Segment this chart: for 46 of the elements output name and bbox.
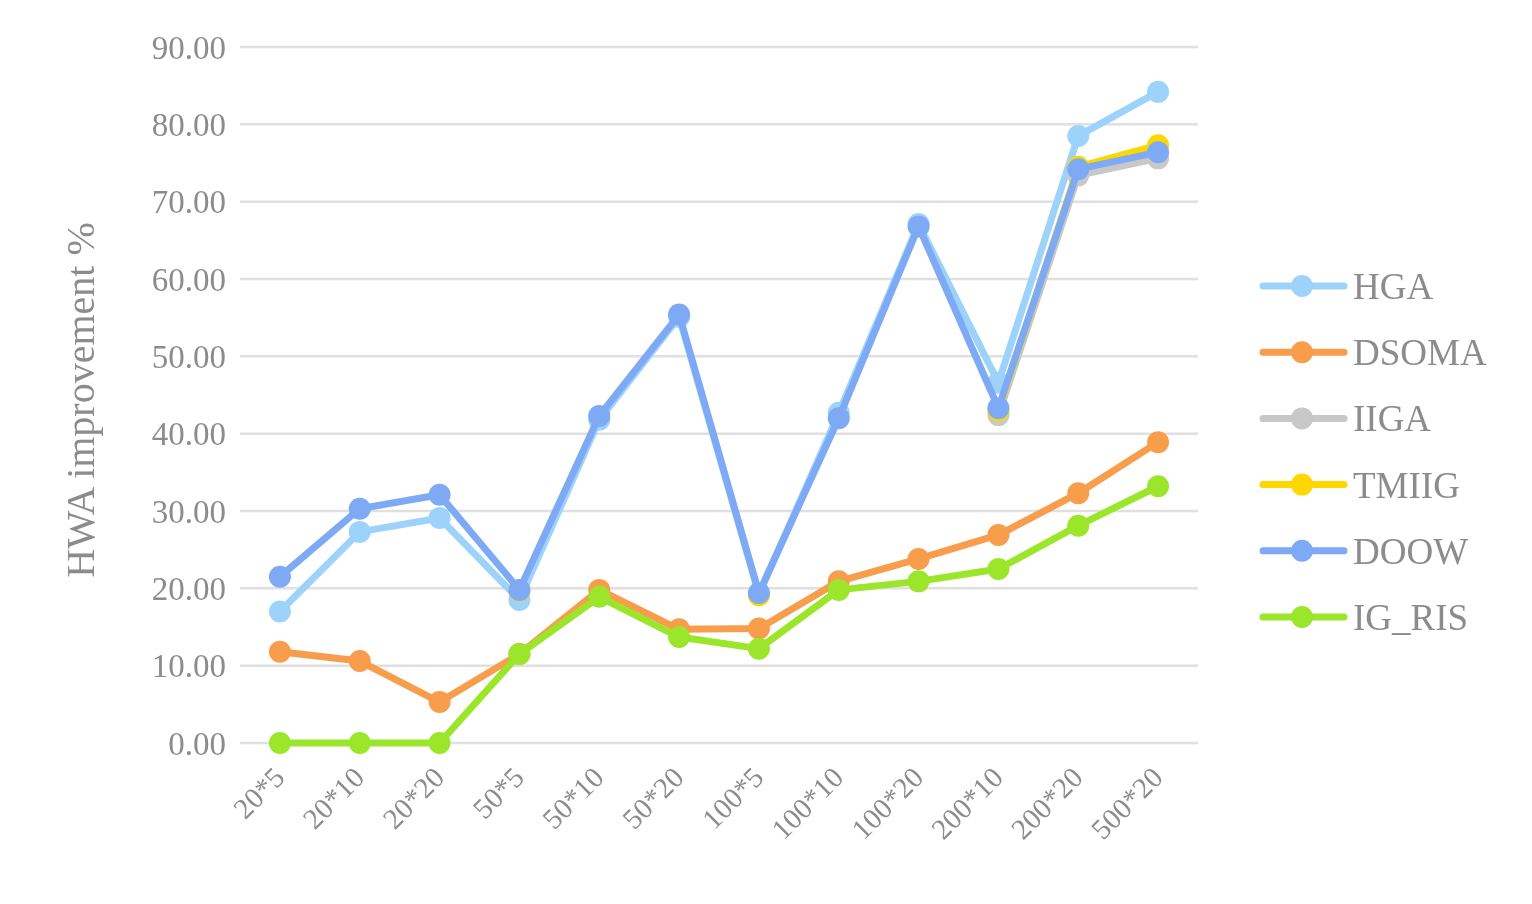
y-tick-label: 40.00	[151, 416, 226, 453]
point	[268, 732, 291, 754]
point	[348, 650, 371, 673]
legend-label: DOOW	[1353, 530, 1469, 572]
y-tick-label: 60.00	[151, 261, 226, 298]
point	[907, 547, 930, 570]
y-tick-label: 80.00	[151, 106, 226, 143]
point	[268, 565, 291, 588]
point	[1067, 482, 1090, 505]
point	[268, 600, 291, 623]
point	[668, 626, 691, 649]
point	[348, 520, 371, 543]
point	[987, 558, 1010, 580]
legend-label: IG_RIS	[1353, 596, 1469, 638]
point	[747, 637, 770, 660]
point	[907, 570, 930, 593]
point	[1147, 141, 1170, 164]
point	[348, 497, 371, 520]
point	[428, 691, 451, 714]
point	[1147, 475, 1170, 498]
legend-label: TMIIG	[1353, 464, 1460, 506]
point	[428, 483, 451, 506]
point	[1147, 80, 1170, 103]
y-axis-title: HWA improvement %	[58, 222, 103, 578]
legend-label: DSOMA	[1353, 332, 1487, 374]
point	[588, 585, 611, 608]
y-tick-label: 70.00	[151, 184, 226, 221]
point	[987, 523, 1010, 546]
point	[428, 732, 451, 754]
point	[428, 506, 451, 529]
point	[348, 732, 371, 754]
legend-label: IIGA	[1353, 398, 1432, 440]
y-tick-label: 30.00	[151, 493, 226, 530]
y-tick-label: 20.00	[151, 570, 226, 607]
y-tick-label: 10.00	[151, 648, 226, 685]
point	[827, 407, 850, 430]
y-tick-label: 0.00	[168, 725, 226, 762]
point	[268, 640, 291, 663]
point	[1067, 124, 1090, 147]
point	[1067, 514, 1090, 537]
point	[827, 578, 850, 601]
point	[1147, 431, 1170, 454]
point	[747, 617, 770, 640]
y-tick-label: 90.00	[151, 29, 226, 66]
y-tick-label: 50.00	[151, 338, 226, 375]
legend-label: HGA	[1353, 265, 1434, 307]
